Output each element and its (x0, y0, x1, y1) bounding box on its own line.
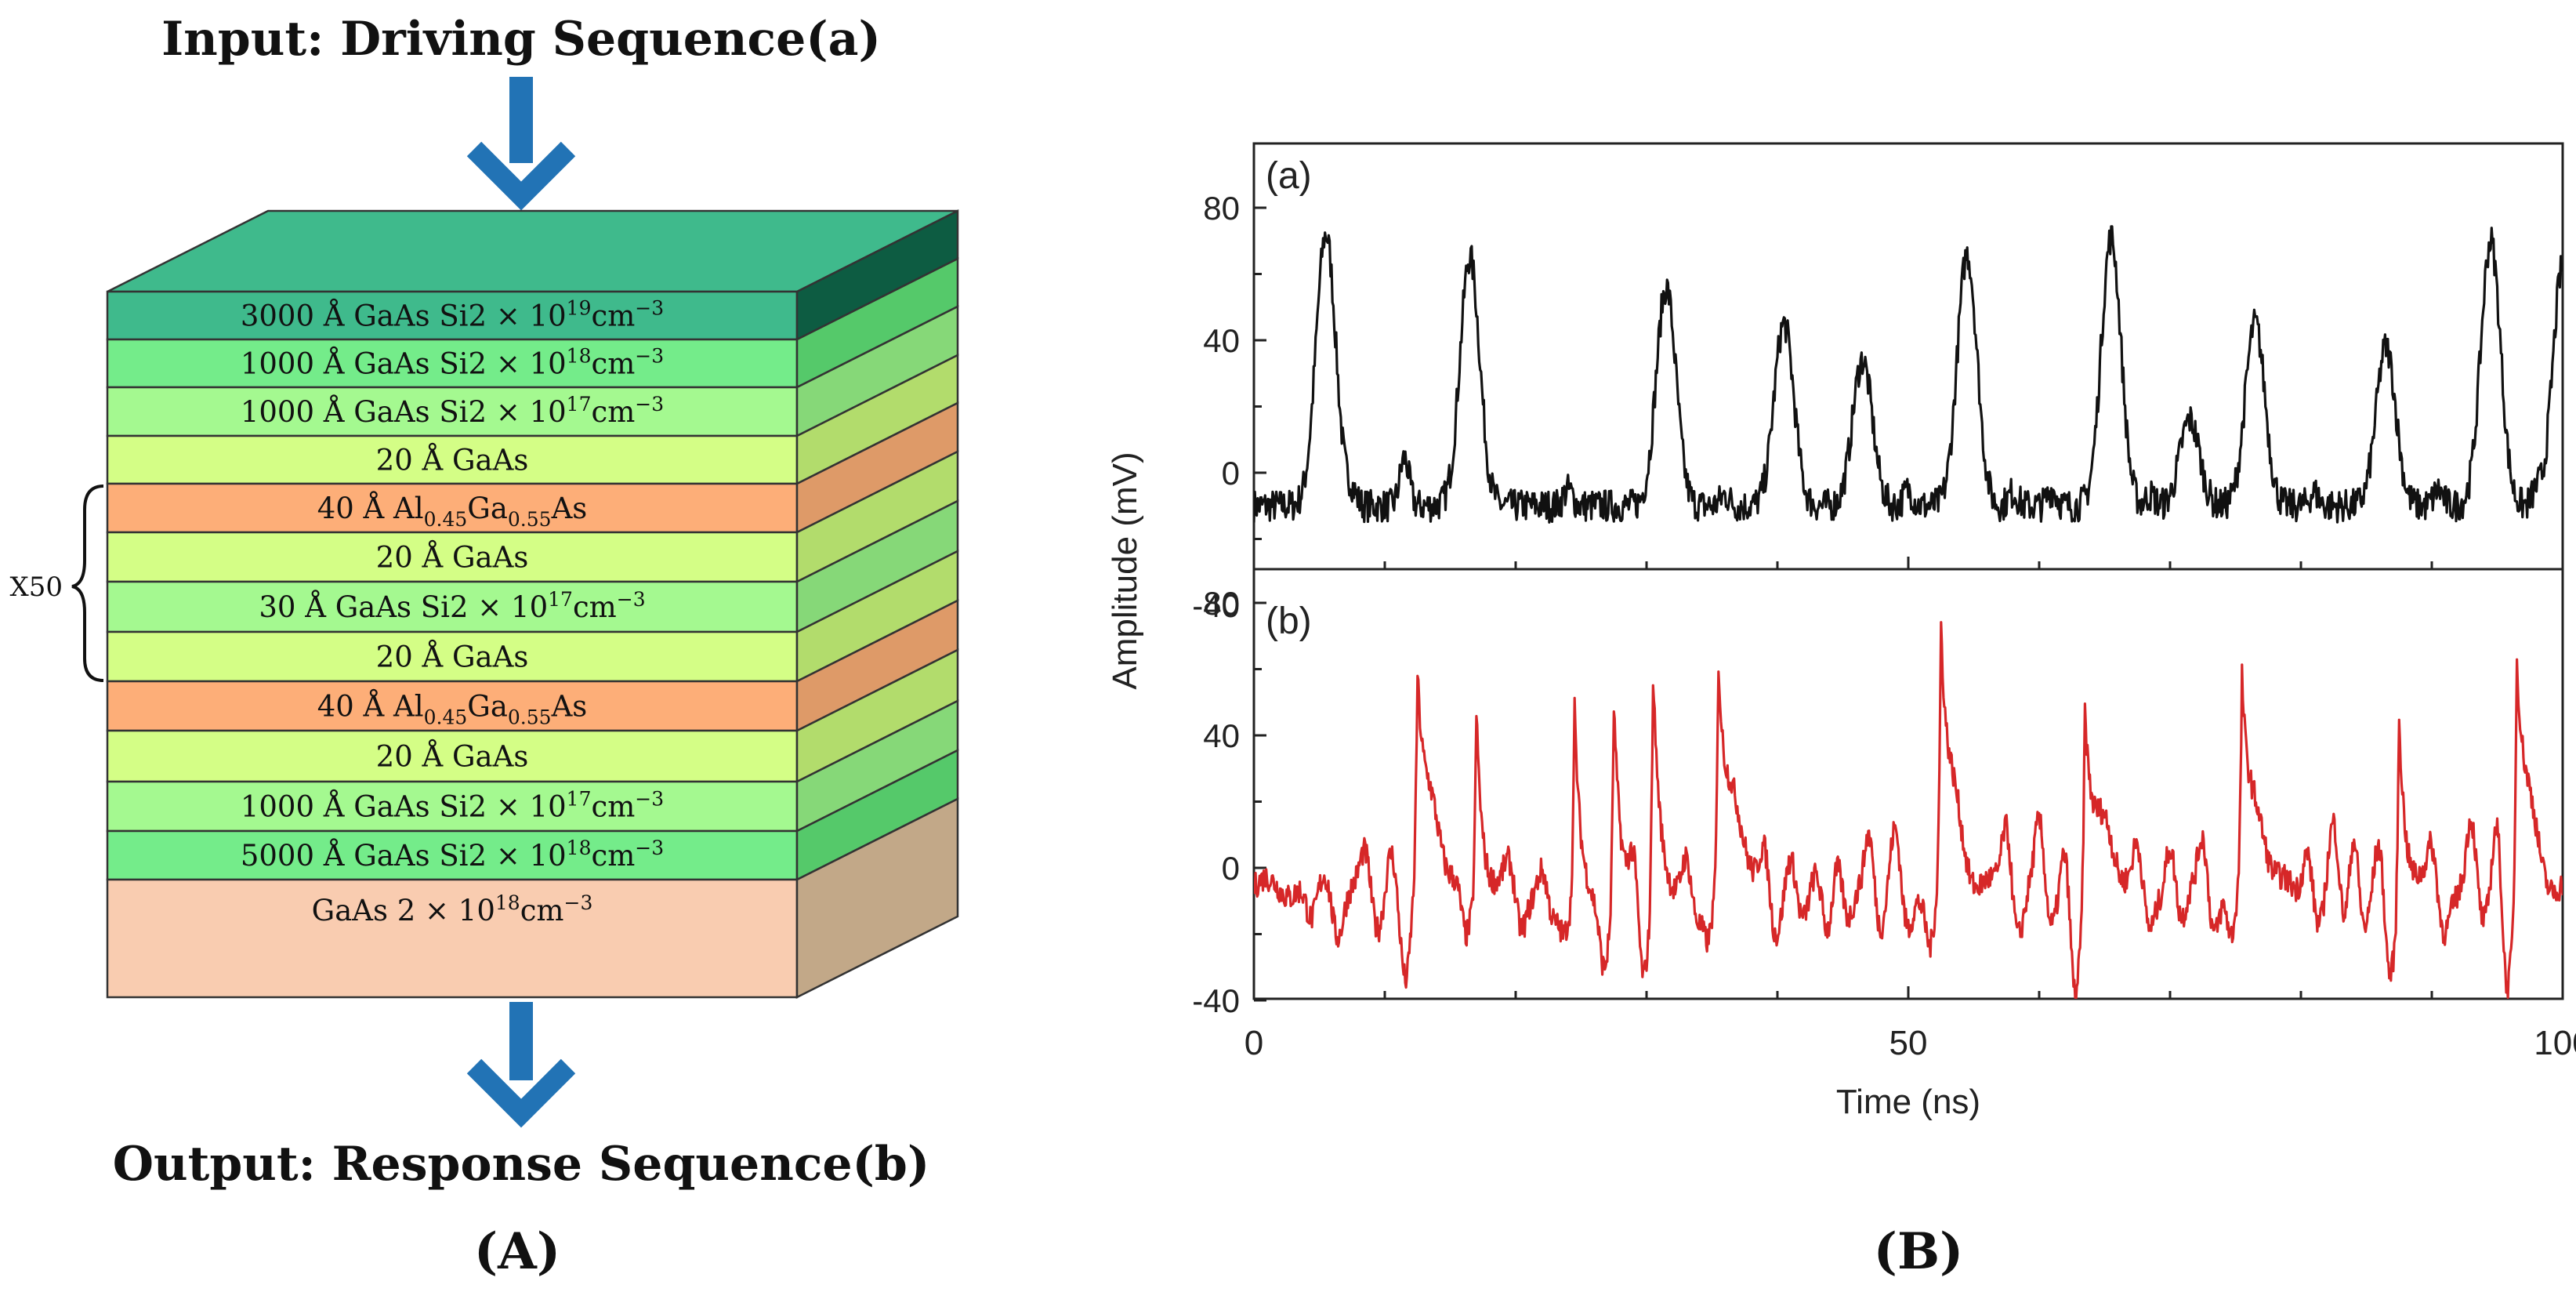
repeat-label: X50 (10, 572, 63, 603)
y-tick-label: 40 (1203, 717, 1240, 754)
layer-label: 40 Å Al0.45Ga0.55As (317, 491, 588, 531)
caption-a: (A) (474, 1222, 560, 1281)
substrate-label: GaAs 2 × 1018cm−3 (312, 891, 593, 927)
layer-stack-diagram: Input: Driving Sequence(a) 3000 Å GaAs S… (10, 12, 959, 1281)
layer-label: 1000 Å GaAs Si2 × 1017cm−3 (241, 788, 664, 824)
x-tick-label: 50 (1889, 1024, 1928, 1062)
layer-label: 20 Å GaAs (376, 640, 529, 674)
y-tick-label: 0 (1222, 850, 1240, 887)
output-arrow-icon (466, 1002, 576, 1128)
y-axis-label: Amplitude (mV) (1106, 452, 1144, 689)
series-a-line (1254, 225, 2563, 524)
panel-label-b: (b) (1266, 601, 1312, 642)
repeat-brace (71, 484, 104, 682)
stack-labels: 3000 Å GaAs Si2 × 1019cm−3 1000 Å GaAs Si… (241, 297, 664, 928)
stack-block (106, 209, 959, 1000)
layer-front (106, 829, 799, 881)
y-tick-label: -40 (1192, 587, 1240, 624)
x-tick-label: 100 (2534, 1024, 2576, 1062)
x-tick-label: 0 (1245, 1024, 1263, 1062)
panel-label-a: (a) (1266, 155, 1312, 197)
layer-label: 5000 Å GaAs Si2 × 1018cm−3 (241, 837, 664, 873)
y-tick-label: 80 (1203, 585, 1240, 622)
layer-label: 20 Å GaAs (376, 540, 529, 575)
layer-label: 20 Å GaAs (376, 739, 529, 774)
layer-label: 1000 Å GaAs Si2 × 1017cm−3 (241, 393, 664, 429)
y-tick-label: 40 (1203, 322, 1240, 359)
layer-label: 40 Å Al0.45Ga0.55As (317, 689, 588, 729)
y-tick-label: 80 (1203, 190, 1240, 227)
layer-front (106, 878, 799, 999)
layer-front (106, 482, 799, 534)
layer-side (795, 797, 959, 1000)
layer-label: 1000 Å GaAs Si2 × 1018cm−3 (241, 345, 664, 381)
caption-b: (B) (1874, 1222, 1964, 1281)
y-tick-label: -40 (1192, 982, 1240, 1019)
layer-front (106, 434, 799, 485)
series-b-line (1254, 621, 2563, 999)
input-arrow-icon (466, 77, 576, 211)
input-title: Input: Driving Sequence(a) (161, 12, 881, 67)
layer-front (106, 386, 799, 437)
layer-label: 20 Å GaAs (376, 443, 529, 477)
x-axis-label: Time (ns) (1836, 1083, 1980, 1121)
output-title: Output: Response Sequence(b) (113, 1137, 930, 1192)
layer-label: 3000 Å GaAs Si2 × 1019cm−3 (241, 297, 664, 333)
layer-label: 30 Å GaAs Si2 × 1017cm−3 (259, 588, 645, 624)
y-tick-label: 0 (1222, 455, 1240, 492)
